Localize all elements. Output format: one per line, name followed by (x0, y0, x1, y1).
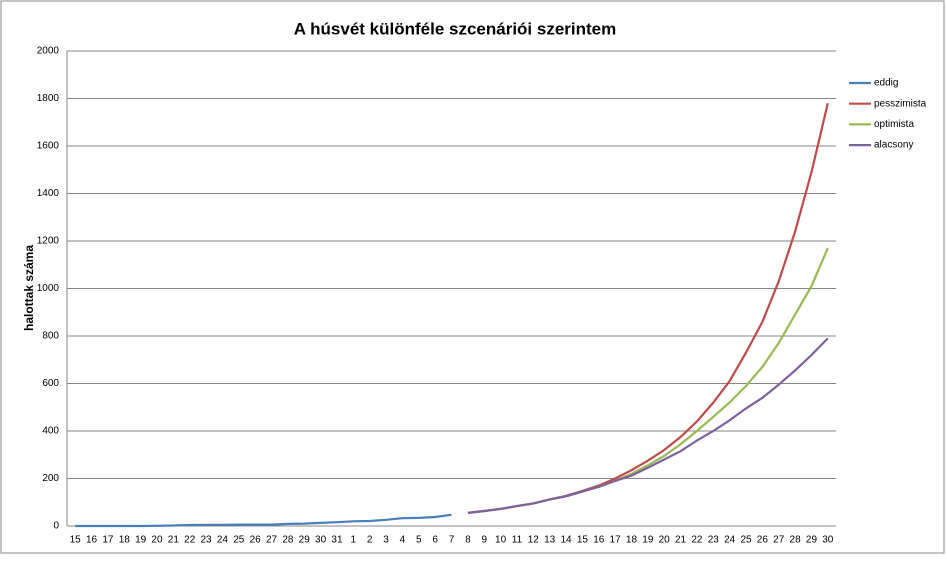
x-tick-label: 23 (708, 535, 720, 546)
y-tick-label: 2000 (37, 46, 60, 57)
series-line (467, 337, 829, 514)
y-tick-label: 1000 (37, 283, 60, 294)
chart-title: A húsvét különféle szcenáriói szerintem (294, 19, 616, 38)
x-tick-label: 28 (282, 535, 294, 546)
x-tick-label: 20 (659, 535, 671, 546)
x-tick-label: 30 (315, 535, 327, 546)
x-tick-label: 31 (331, 535, 343, 546)
x-tick-label: 12 (528, 535, 540, 546)
x-tick-label: 30 (822, 535, 834, 546)
x-tick-label: 2 (367, 535, 373, 546)
x-tick-label: 4 (400, 535, 406, 546)
x-tick-label: 25 (740, 535, 752, 546)
x-tick-label: 10 (495, 535, 507, 546)
x-tick-label: 19 (135, 535, 147, 546)
x-tick-label: 22 (691, 535, 703, 546)
x-tick-label: 14 (560, 535, 572, 546)
x-tick-label: 24 (217, 535, 229, 546)
x-tick-label: 3 (383, 535, 389, 546)
x-tick-label: 29 (299, 535, 311, 546)
x-tick-label: 23 (201, 535, 213, 546)
y-tick-label: 200 (42, 473, 59, 484)
x-tick-label: 25 (233, 535, 245, 546)
x-tick-label: 13 (544, 535, 556, 546)
x-tick-label: 21 (675, 535, 687, 546)
y-tick-label: 0 (53, 521, 59, 532)
x-tick-label: 26 (250, 535, 262, 546)
legend-label: eddig (874, 78, 898, 89)
y-tick-label: 1800 (37, 93, 60, 104)
y-tick-label: 1200 (37, 236, 60, 247)
x-tick-label: 20 (151, 535, 163, 546)
y-tick-label: 400 (42, 426, 59, 437)
x-tick-label: 1 (351, 535, 357, 546)
x-tick-label: 18 (119, 535, 131, 546)
y-tick-label: 1600 (37, 141, 60, 152)
x-tick-label: 16 (593, 535, 605, 546)
y-tick-label: 1400 (37, 188, 60, 199)
x-tick-label: 6 (432, 535, 438, 546)
x-tick-label: 11 (512, 535, 523, 546)
y-tick-label: 600 (42, 378, 59, 389)
x-tick-label: 15 (70, 535, 82, 546)
x-tick-label: 9 (481, 535, 487, 546)
x-tick-label: 27 (266, 535, 278, 546)
x-tick-label: 8 (465, 535, 471, 546)
x-tick-label: 15 (577, 535, 589, 546)
x-tick-label: 7 (449, 535, 455, 546)
x-tick-label: 17 (610, 535, 622, 546)
x-tick-label: 29 (806, 535, 818, 546)
legend-label: alacsony (874, 140, 913, 151)
legend-label: optimista (874, 119, 914, 130)
series-line (75, 513, 452, 528)
x-tick-label: 16 (86, 535, 98, 546)
legend-label: pesszimista (874, 98, 927, 109)
x-tick-label: 24 (724, 535, 736, 546)
y-tick-label: 800 (42, 331, 59, 342)
x-tick-label: 17 (102, 535, 114, 546)
x-tick-label: 18 (626, 535, 638, 546)
x-tick-label: 19 (642, 535, 654, 546)
x-tick-label: 28 (790, 535, 802, 546)
y-axis-title: halottak száma (22, 245, 36, 331)
x-tick-label: 21 (168, 535, 180, 546)
x-tick-label: 5 (416, 535, 422, 546)
x-tick-label: 22 (184, 535, 196, 546)
x-tick-label: 27 (773, 535, 785, 546)
x-tick-label: 26 (757, 535, 769, 546)
